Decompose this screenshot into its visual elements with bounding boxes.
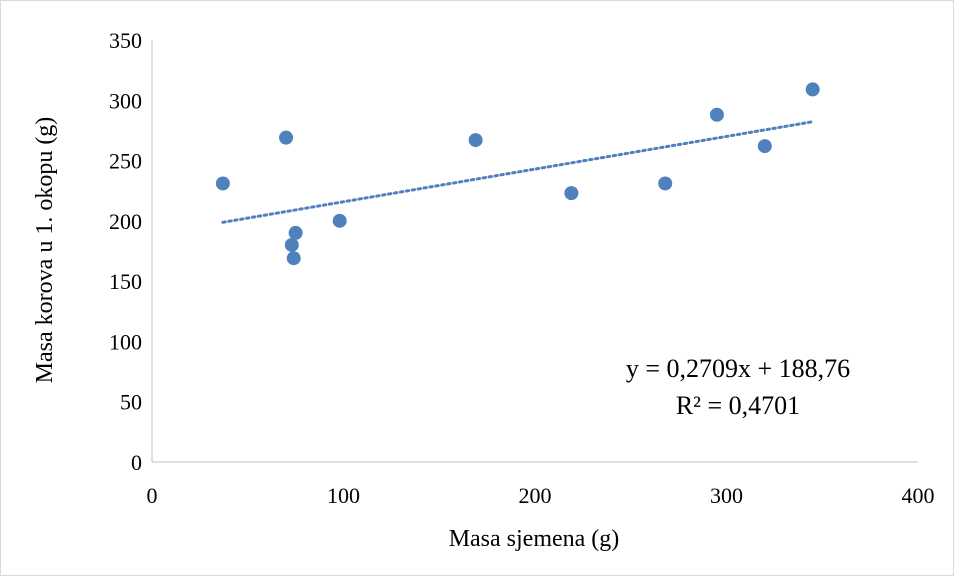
data-point xyxy=(757,139,772,154)
y-tick-label: 50 xyxy=(120,390,142,415)
y-tick-label: 150 xyxy=(109,269,142,294)
y-tick-label: 350 xyxy=(109,28,142,53)
x-tick-labels: 0 100 200 300 400 xyxy=(147,483,935,508)
data-point xyxy=(564,186,579,201)
data-point xyxy=(284,237,299,252)
y-tick-label: 250 xyxy=(109,149,142,174)
data-point xyxy=(288,225,303,240)
y-axis-title: Masa korova u 1. okopu (g) xyxy=(32,117,58,384)
data-point xyxy=(332,213,347,228)
x-tick-label: 0 xyxy=(147,483,158,508)
data-point xyxy=(468,133,483,148)
y-tick-labels: 0 50 100 150 200 250 300 350 xyxy=(109,28,142,475)
trendline-group xyxy=(221,120,815,224)
x-axis-title: Masa sjemena (g) xyxy=(449,526,620,552)
data-points xyxy=(215,82,820,266)
data-point xyxy=(709,107,724,122)
x-tick-label: 400 xyxy=(902,483,935,508)
y-tick-label: 0 xyxy=(131,450,142,475)
data-point xyxy=(215,176,230,191)
x-tick-label: 300 xyxy=(710,483,743,508)
trendline-equation: y = 0,2709x + 188,76 xyxy=(626,354,850,383)
y-tick-label: 200 xyxy=(109,209,142,234)
axes xyxy=(151,40,918,463)
x-tick-label: 200 xyxy=(519,483,552,508)
trendline xyxy=(221,120,815,224)
data-point xyxy=(279,130,294,145)
y-tick-label: 100 xyxy=(109,329,142,354)
data-point xyxy=(658,176,673,191)
trendline-r-squared: R² = 0,4701 xyxy=(676,391,800,420)
data-point xyxy=(286,251,301,266)
data-point xyxy=(805,82,820,97)
y-tick-label: 300 xyxy=(109,88,142,113)
x-tick-label: 100 xyxy=(327,483,360,508)
